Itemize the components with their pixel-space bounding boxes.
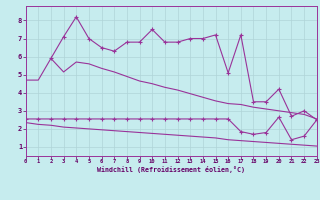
X-axis label: Windchill (Refroidissement éolien,°C): Windchill (Refroidissement éolien,°C): [97, 166, 245, 173]
